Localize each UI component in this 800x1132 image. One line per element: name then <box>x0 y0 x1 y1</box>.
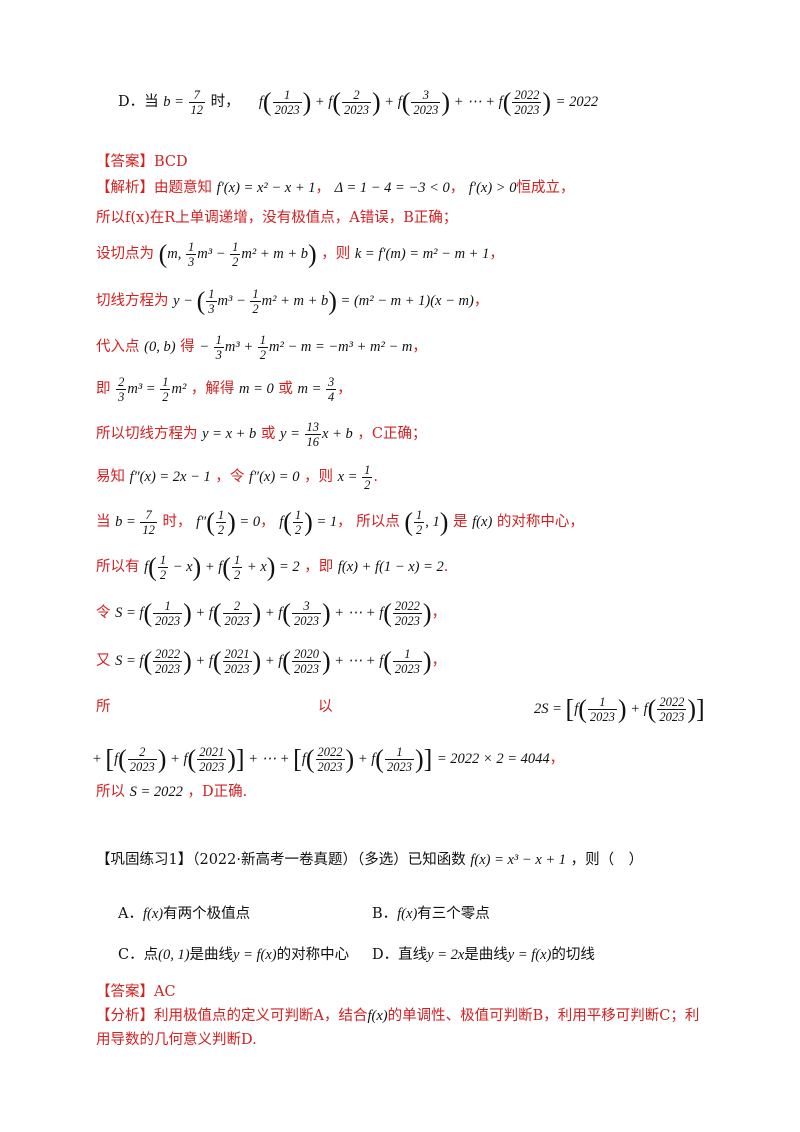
two-s-start: 2S = [f(1 2023) + f(2022 2023)] <box>534 694 705 724</box>
solution-line-15: 所以 S = 2022 ，D正确. <box>96 784 248 800</box>
symmetry-point: (1 2, 1) <box>404 507 449 537</box>
second-tangent: y = 13 16 x + b <box>280 420 353 449</box>
second-deriv-at-half: f″(1 2) = 0 <box>196 507 261 537</box>
b-equals-7-12: b = 7 12 <box>163 88 206 117</box>
solution-line-9: 当 b = 7 12 时， f″(1 2) = 0， f(1 2) = 1， 所以点 … <box>96 507 584 537</box>
solution-line-4: 切线方程为 y − (1 3 m³ − 1 2 m² + m + b) = (m² − … <box>96 286 489 316</box>
solution-line-1: 【解析】由题意知 f′(x) = x² − x + 1， Δ = 1 − 4 =… <box>96 180 575 196</box>
sum-expression: f(1 2023) + f(2 2023) + f(3 2023) + ⋯ + f(2… <box>258 87 552 117</box>
option-b: B．f(x)有三个零点 <box>372 906 490 922</box>
answer-bcd: 【答案】BCD <box>96 154 188 170</box>
solution-line-12: 又 S = f(2022 2023) + f(2021 2023) + f(2020… <box>96 646 447 676</box>
solution-line-7: 所以切线方程为 y = x + b 或 y = 13 16 x + b ，C正确； <box>96 420 427 449</box>
solution-line-11: 令 S = f(1 2023) + f(2 2023) + f(3 2023) + ⋯… <box>96 598 447 628</box>
analysis-line-1: 【分析】利用极值点的定义可判断A，结合f(x)的单调性、极值可判断B，利用平移可… <box>96 1008 700 1024</box>
derivative-expr: f′(x) = x² − x + 1 <box>216 180 316 196</box>
f-of-x: f(x) <box>472 513 493 530</box>
solution-line-6: 即 2 3 m³ = 1 2 m² ，解得 m = 0 或 m = 3 4， <box>96 375 352 404</box>
solution-line-14: + [f(2 2023) + f(2021 2023)] + ⋯ + [f(2022… <box>92 744 565 774</box>
solution-line-3: 设切点为 (m, 1 3 m³ − 1 2 m² + m + b) ，则 k = f′(… <box>96 239 504 269</box>
solution-line-10: 所以有 f(1 2 − x) + f(1 2 + x) = 2 ，即 f(x) + … <box>96 552 449 582</box>
answer-ac: 【答案】AC <box>96 984 176 1000</box>
tangent-point: (m, 1 3 m³ − 1 2 m² + m + b) <box>158 239 317 269</box>
practice-question: 【巩固练习1】（2022·新高考一卷真题）（多选）已知函数 f(x) = x³ … <box>96 852 644 868</box>
solution-line-2: 所以f(x)在R上单调递增，没有极值点，A错误，B正确； <box>96 210 458 226</box>
derivative-positive: f′(x) > 0 <box>468 180 517 196</box>
option-a: A．f(x)有两个极值点 <box>118 906 251 922</box>
b-value: b = 7 12 <box>115 508 157 537</box>
symmetry-identity: f(1 2 − x) + f(1 2 + x) = 2 <box>144 552 300 582</box>
sum-s-reversed: S = f(2022 2023) + f(2021 2023) + f(2020 20… <box>115 646 432 676</box>
sum-s: S = f(1 2023) + f(2 2023) + f(3 2023) + ⋯ +… <box>115 598 432 628</box>
substituted-equation: − 1 3 m³ + 1 2 m² − m = −m³ + m² − m <box>199 333 413 362</box>
option-c: C．点(0, 1)是曲线y = f(x)的对称中心 <box>118 947 350 963</box>
option-d-line: D．当 b = 7 12 时， f(1 2023) + f(2 2023) + f(3… <box>118 87 599 117</box>
solution-line-5: 代入点 (0, b) 得 − 1 3 m³ + 1 2 m² − m = −m³ + m… <box>96 333 427 362</box>
two-s-continued: + [f(2 2023) + f(2021 2023)] + ⋯ + [f(2022… <box>92 744 433 774</box>
f-at-half: f(1 2) = 1 <box>279 507 338 537</box>
tangent-equation: y − (1 3 m³ − 1 2 m² + m + b) = (m² − m + 1)… <box>173 286 474 316</box>
solution-line-13: 所 以 2S = [f(1 2023) + f(2022 2023)] <box>96 694 705 724</box>
option-d: D．直线y = 2x是曲线y = f(x)的切线 <box>372 947 595 963</box>
simplified-equation: 2 3 m³ = 1 2 m² <box>116 375 187 404</box>
analysis-line-2: 用导数的几何意义判断D. <box>96 1032 257 1048</box>
